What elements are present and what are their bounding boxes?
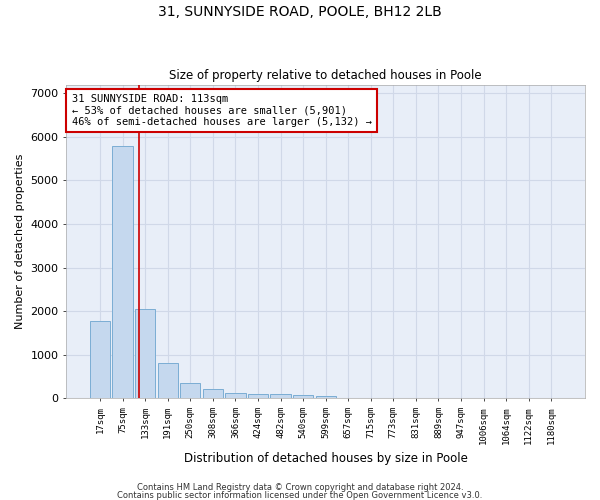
Bar bbox=[316, 396, 336, 398]
Text: 31, SUNNYSIDE ROAD, POOLE, BH12 2LB: 31, SUNNYSIDE ROAD, POOLE, BH12 2LB bbox=[158, 5, 442, 19]
Bar bbox=[135, 309, 155, 398]
Bar bbox=[90, 321, 110, 398]
Bar bbox=[248, 394, 268, 398]
Text: Contains HM Land Registry data © Crown copyright and database right 2024.: Contains HM Land Registry data © Crown c… bbox=[137, 483, 463, 492]
Text: Contains public sector information licensed under the Open Government Licence v3: Contains public sector information licen… bbox=[118, 490, 482, 500]
X-axis label: Distribution of detached houses by size in Poole: Distribution of detached houses by size … bbox=[184, 452, 467, 465]
Bar bbox=[112, 146, 133, 398]
Y-axis label: Number of detached properties: Number of detached properties bbox=[15, 154, 25, 329]
Bar bbox=[180, 382, 200, 398]
Bar bbox=[293, 396, 313, 398]
Bar bbox=[225, 393, 245, 398]
Bar bbox=[271, 394, 290, 398]
Bar bbox=[158, 363, 178, 398]
Bar bbox=[203, 389, 223, 398]
Text: 31 SUNNYSIDE ROAD: 113sqm
← 53% of detached houses are smaller (5,901)
46% of se: 31 SUNNYSIDE ROAD: 113sqm ← 53% of detac… bbox=[71, 94, 371, 127]
Title: Size of property relative to detached houses in Poole: Size of property relative to detached ho… bbox=[169, 69, 482, 82]
